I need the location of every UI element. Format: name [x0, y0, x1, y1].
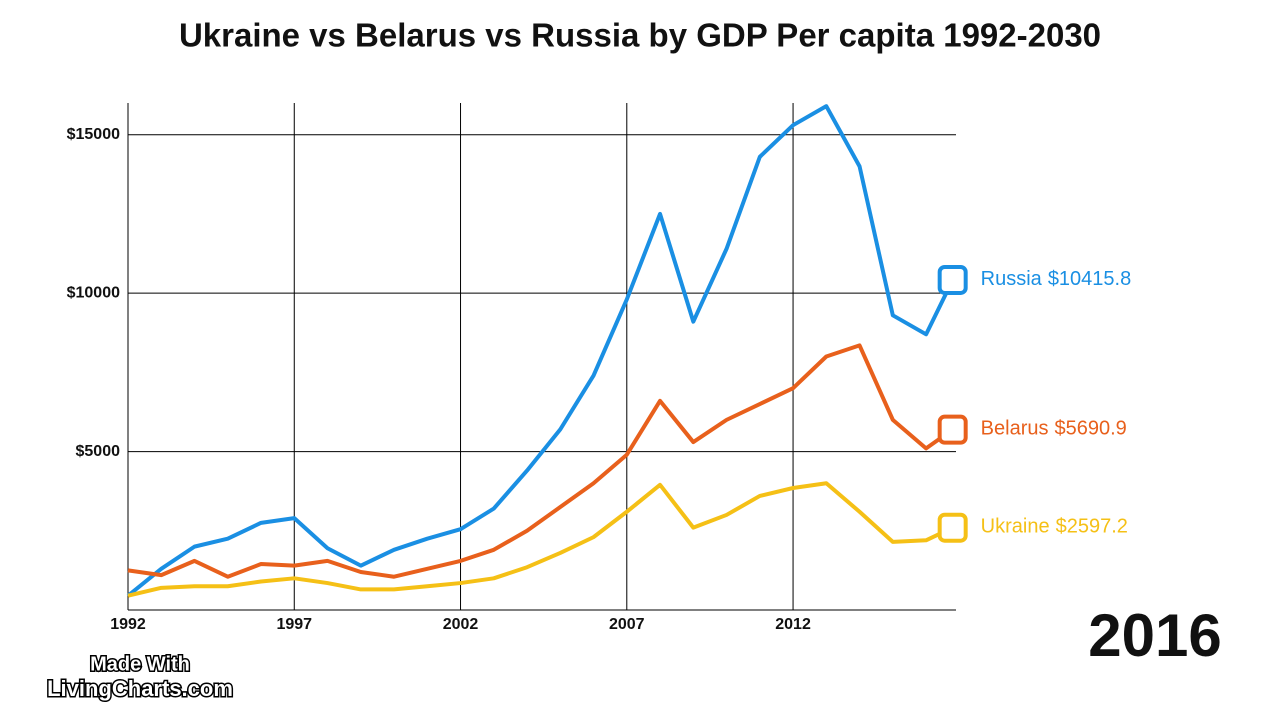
series-name: Ukraine — [981, 516, 1050, 538]
value-label: $10415.8 — [1048, 268, 1131, 290]
value-label: $5690.9 — [1054, 418, 1126, 440]
y-tick-label: $15000 — [67, 126, 120, 143]
line — [127, 481, 954, 598]
flag-icon — [937, 414, 968, 445]
y-tick-label: $5000 — [76, 443, 121, 460]
watermark: LivingCharts.com — [47, 676, 233, 701]
x-tick-label: 2007 — [609, 616, 645, 633]
watermark: Made With — [90, 653, 190, 675]
series-label: Belarus $5690.9 — [981, 418, 1127, 440]
flag-icon — [937, 264, 968, 295]
series-name: Russia — [981, 268, 1043, 290]
x-tick-label: 2002 — [443, 616, 479, 633]
chart-title: Ukraine vs Belarus vs Russia by GDP Per … — [179, 17, 1101, 54]
line — [127, 343, 954, 579]
value-label: $2597.2 — [1056, 516, 1128, 538]
y-tick-label: $10000 — [67, 284, 120, 301]
series-label: Russia $10415.8 — [981, 268, 1132, 290]
x-tick-label: 1992 — [110, 616, 146, 633]
x-tick-label: 2012 — [775, 616, 811, 633]
series-label: Ukraine $2597.2 — [981, 516, 1128, 538]
series-name: Belarus — [981, 418, 1049, 440]
x-tick-label: 1997 — [276, 616, 312, 633]
current-year: 2016 — [1088, 602, 1221, 669]
line — [126, 104, 955, 598]
flag-icon — [937, 512, 968, 543]
